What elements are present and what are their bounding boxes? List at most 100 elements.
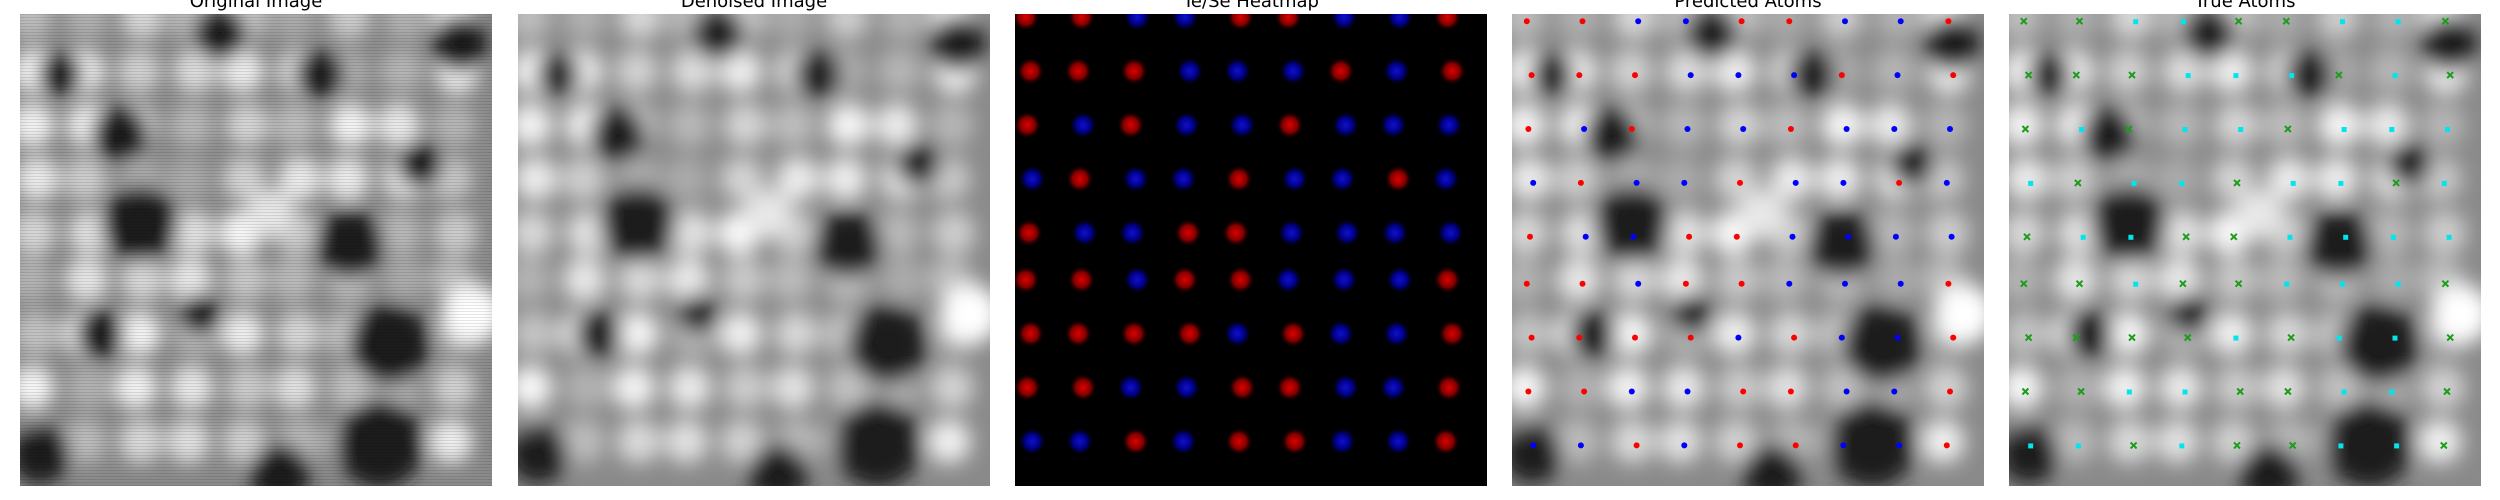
true-atom-square xyxy=(2185,73,2191,79)
true-atom-square xyxy=(2180,19,2186,25)
true-atom-cross xyxy=(2020,279,2028,288)
true-atom-square xyxy=(2233,335,2239,341)
true-atom-square xyxy=(2075,443,2081,449)
predicted-se-atom xyxy=(1687,72,1694,79)
true-atom-cross xyxy=(2233,179,2241,187)
predicted-se-atom xyxy=(1786,280,1793,287)
heatmap-se-spot xyxy=(1435,111,1463,139)
heatmap-se-spot xyxy=(1172,373,1201,402)
true-atom-cross xyxy=(2125,125,2133,133)
heatmap-se-spot xyxy=(1330,14,1358,32)
true-atoms-canvas xyxy=(2009,14,2481,486)
true-atom-cross xyxy=(2446,333,2454,342)
true-atom-square xyxy=(2182,389,2188,395)
heatmap-te-spot xyxy=(1225,427,1253,456)
true-atom-cross xyxy=(2236,387,2244,396)
predicted-te-atom xyxy=(1737,179,1743,186)
panel-denoised-image: Denoised Image xyxy=(518,0,990,500)
predicted-te-atom xyxy=(1943,442,1950,449)
heatmap-se-spot xyxy=(1170,14,1199,32)
heatmap-se-spot xyxy=(1123,265,1152,294)
heatmap-se-spot xyxy=(1385,14,1414,32)
predicted-te-atom xyxy=(1950,334,1957,341)
true-atom-cross xyxy=(2023,233,2031,241)
true-atom-square xyxy=(2341,389,2347,395)
true-atom-square xyxy=(2395,281,2401,287)
heatmap-te-spot xyxy=(1431,427,1460,456)
heatmap-se-spot xyxy=(1121,164,1150,193)
predicted-te-atom xyxy=(1525,388,1532,395)
true-atoms-image xyxy=(2009,14,2481,486)
heatmap-se-spot xyxy=(1223,319,1252,348)
true-atom-square xyxy=(2131,180,2137,186)
predicted-se-atom xyxy=(1838,334,1845,341)
heatmap-te-spot xyxy=(1274,14,1303,32)
true-atom-cross xyxy=(2284,387,2292,396)
true-atom-square xyxy=(2290,180,2296,186)
heatmap-te-spot xyxy=(1015,373,1042,402)
heatmap-te-spot xyxy=(1384,164,1413,193)
predicted-se-atom xyxy=(1740,126,1747,132)
heatmap-image xyxy=(1015,14,1487,486)
predicted-te-atom xyxy=(1682,280,1689,287)
true-atom-cross xyxy=(2233,441,2241,450)
true-atom-square xyxy=(2233,73,2239,79)
predicted-se-atom xyxy=(1735,72,1742,79)
predicted-te-atom xyxy=(1737,442,1743,449)
true-atom-square xyxy=(2340,19,2345,25)
true-atom-cross xyxy=(2074,179,2082,187)
heatmap-te-spot xyxy=(1438,57,1467,86)
predicted-te-atom xyxy=(1740,388,1747,395)
heatmap-se-spot xyxy=(1123,14,1152,32)
true-atom-cross xyxy=(2021,387,2030,396)
true-atom-cross xyxy=(2441,279,2450,288)
heatmap-se-spot xyxy=(1328,164,1357,193)
true-atom-square xyxy=(2395,19,2401,25)
true-atom-square xyxy=(2128,234,2134,240)
heatmap-se-spot xyxy=(1331,373,1360,402)
predicted-se-atom xyxy=(1791,72,1798,79)
predicted-te-atom xyxy=(1633,442,1640,449)
predicted-se-atom xyxy=(1897,18,1904,25)
predicted-se-atom xyxy=(1630,233,1637,240)
predicted-te-atom xyxy=(1576,334,1583,341)
predicted-se-atom xyxy=(1842,280,1848,287)
true-atom-cross xyxy=(2392,179,2400,187)
true-atom-cross xyxy=(2179,279,2187,288)
denoised-image-canvas xyxy=(518,14,990,486)
true-atom-square xyxy=(2336,335,2342,341)
predicted-te-atom xyxy=(1733,233,1740,240)
true-atom-square xyxy=(2389,127,2395,132)
true-atom-cross xyxy=(2446,71,2454,79)
predicted-te-atom xyxy=(1687,334,1694,341)
heatmap-te-spot xyxy=(1064,57,1093,86)
predicted-te-atom xyxy=(1579,280,1586,287)
true-atom-square xyxy=(2179,180,2185,186)
heatmap-te-spot xyxy=(1116,111,1145,139)
heatmap-se-spot xyxy=(1379,111,1408,139)
predicted-se-atom xyxy=(1635,18,1642,25)
true-atom-square xyxy=(2338,180,2344,186)
predicted-se-atom xyxy=(1891,126,1898,132)
heatmap-se-spot xyxy=(1279,57,1308,86)
true-atom-square xyxy=(2028,443,2034,449)
heatmap-te-spot xyxy=(1275,373,1304,402)
predicted-te-atom xyxy=(1787,388,1794,395)
heatmap-se-spot xyxy=(1328,427,1357,456)
heatmap-te-spot xyxy=(1121,427,1150,456)
denoised-image xyxy=(518,14,990,486)
heatmap-se-spot xyxy=(1065,427,1094,456)
true-atom-cross xyxy=(2441,17,2450,25)
true-atom-cross xyxy=(2128,333,2136,342)
predicted-se-atom xyxy=(1843,126,1850,132)
true-atom-cross xyxy=(2075,279,2084,288)
true-atom-square xyxy=(2340,281,2345,287)
true-atom-cross xyxy=(2020,17,2028,25)
predicted-se-atom xyxy=(1897,280,1904,287)
true-atom-cross xyxy=(2287,333,2295,342)
heatmap-se-spot xyxy=(1333,218,1362,247)
heatmap-te-spot xyxy=(1120,57,1148,86)
heatmap-se-spot xyxy=(1069,111,1098,139)
heatmap-te-spot xyxy=(1228,373,1257,402)
true-atom-cross xyxy=(2182,233,2190,241)
